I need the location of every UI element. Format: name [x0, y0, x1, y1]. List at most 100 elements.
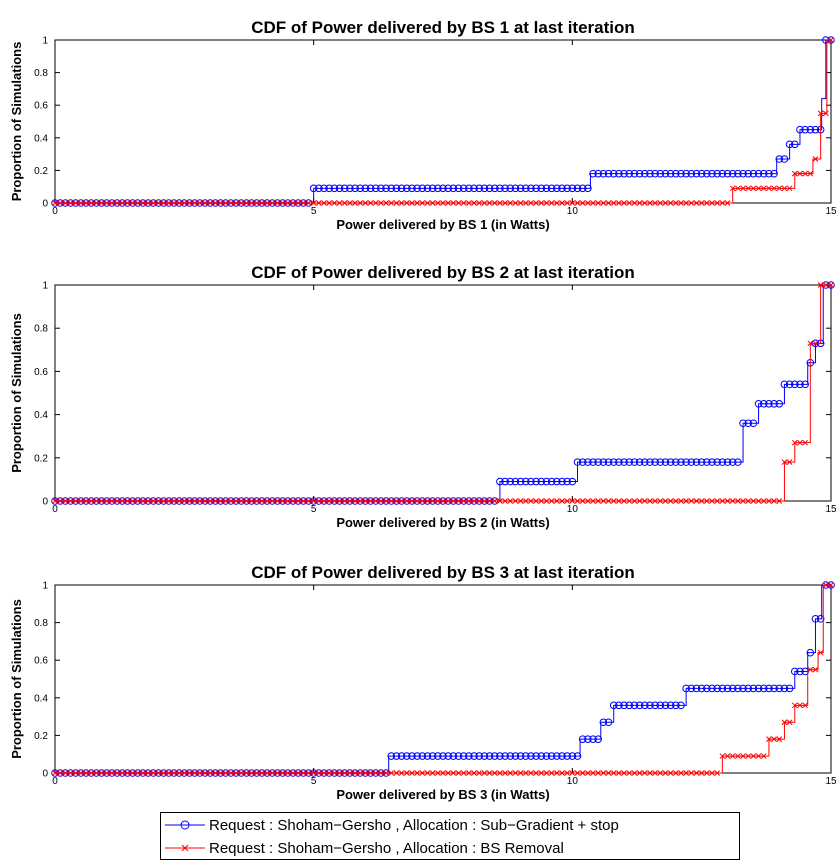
data-point: [651, 169, 659, 178]
data-point: [119, 200, 126, 206]
y-axis-label: Proportion of Simulations: [9, 313, 24, 473]
data-point: [708, 458, 716, 466]
chart-title: CDF of Power delivered by BS 1 at last i…: [251, 18, 635, 37]
data-point: [766, 736, 772, 743]
data-point: [533, 498, 539, 504]
data-point: [723, 169, 732, 178]
data-point: [83, 200, 89, 206]
data-point: [501, 752, 509, 760]
data-point: [243, 498, 250, 504]
data-point: [759, 684, 768, 693]
data-point: [666, 169, 675, 178]
data-point: [320, 184, 328, 193]
data-point: [357, 498, 364, 504]
data-point: [718, 169, 727, 178]
data-point: [703, 498, 710, 504]
data-point: [93, 498, 100, 504]
data-point: [279, 200, 286, 206]
data-point: [103, 770, 110, 776]
data-point: [315, 498, 322, 504]
data-point: [336, 200, 343, 206]
chart-title: CDF of Power delivered by BS 3 at last i…: [251, 563, 635, 582]
data-point: [310, 770, 317, 776]
data-point: [181, 200, 188, 206]
data-point: [502, 770, 508, 776]
data-point: [392, 752, 401, 760]
data-point: [744, 419, 753, 428]
data-point: [471, 200, 477, 206]
data-point: [459, 184, 468, 193]
data-point: [516, 477, 525, 486]
data-point: [698, 200, 705, 206]
data-point: [471, 498, 477, 504]
data-point: [584, 770, 591, 776]
data-point: [145, 498, 151, 504]
data-point: [434, 184, 442, 193]
data-point: [656, 701, 665, 710]
data-point: [790, 380, 799, 389]
data-point: [822, 110, 829, 117]
data-point: [755, 753, 762, 759]
data-point: [243, 770, 250, 776]
data-point: [657, 770, 664, 776]
data-point: [780, 380, 789, 389]
data-point: [243, 200, 250, 206]
data-point: [776, 185, 783, 192]
data-point: [222, 770, 229, 776]
data-point: [377, 184, 385, 193]
data-point: [165, 498, 172, 504]
data-point: [661, 701, 670, 710]
data-point: [414, 200, 420, 206]
data-point: [497, 200, 503, 206]
data-point: [340, 184, 349, 193]
x-tick-label: 15: [825, 776, 836, 787]
data-point: [754, 169, 763, 178]
data-point: [532, 477, 540, 486]
data-point: [114, 770, 120, 776]
chart-panel-1: CDF of Power delivered by BS 1 at last i…: [9, 18, 836, 232]
data-point: [264, 200, 270, 206]
data-point: [626, 200, 633, 206]
data-point: [657, 200, 664, 206]
data-point: [445, 498, 452, 504]
data-point: [481, 200, 488, 206]
data-point: [67, 770, 74, 776]
data-point: [709, 200, 715, 206]
data-point: [305, 770, 312, 776]
data-point: [357, 200, 364, 206]
data-point: [609, 458, 618, 466]
data-point: [414, 498, 420, 504]
plot-area: [54, 39, 832, 204]
data-point: [57, 498, 64, 504]
y-axis-label: Proportion of Simulations: [9, 42, 24, 202]
data-point: [402, 752, 411, 760]
data-point: [672, 770, 679, 776]
data-point: [666, 458, 675, 466]
data-point: [734, 684, 742, 693]
data-point: [475, 752, 484, 760]
data-point: [62, 770, 69, 776]
data-point: [445, 770, 452, 776]
data-point: [568, 752, 577, 760]
data-point: [83, 770, 89, 776]
data-point: [553, 770, 560, 776]
data-point: [781, 459, 788, 465]
data-point: [812, 666, 819, 673]
data-point: [584, 184, 592, 193]
data-point: [579, 200, 586, 206]
data-point: [274, 200, 281, 206]
data-point: [455, 498, 462, 504]
data-point: [692, 458, 701, 466]
data-point: [119, 770, 126, 776]
data-point: [362, 498, 369, 504]
data-point: [662, 200, 669, 206]
data-point: [661, 458, 670, 466]
data-point: [569, 200, 576, 206]
data-point: [212, 770, 219, 776]
y-tick-label: 0.6: [34, 367, 48, 378]
data-point: [315, 184, 323, 193]
data-point: [517, 498, 524, 504]
data-point: [403, 200, 410, 206]
data-point: [274, 498, 281, 504]
data-point: [812, 340, 819, 347]
